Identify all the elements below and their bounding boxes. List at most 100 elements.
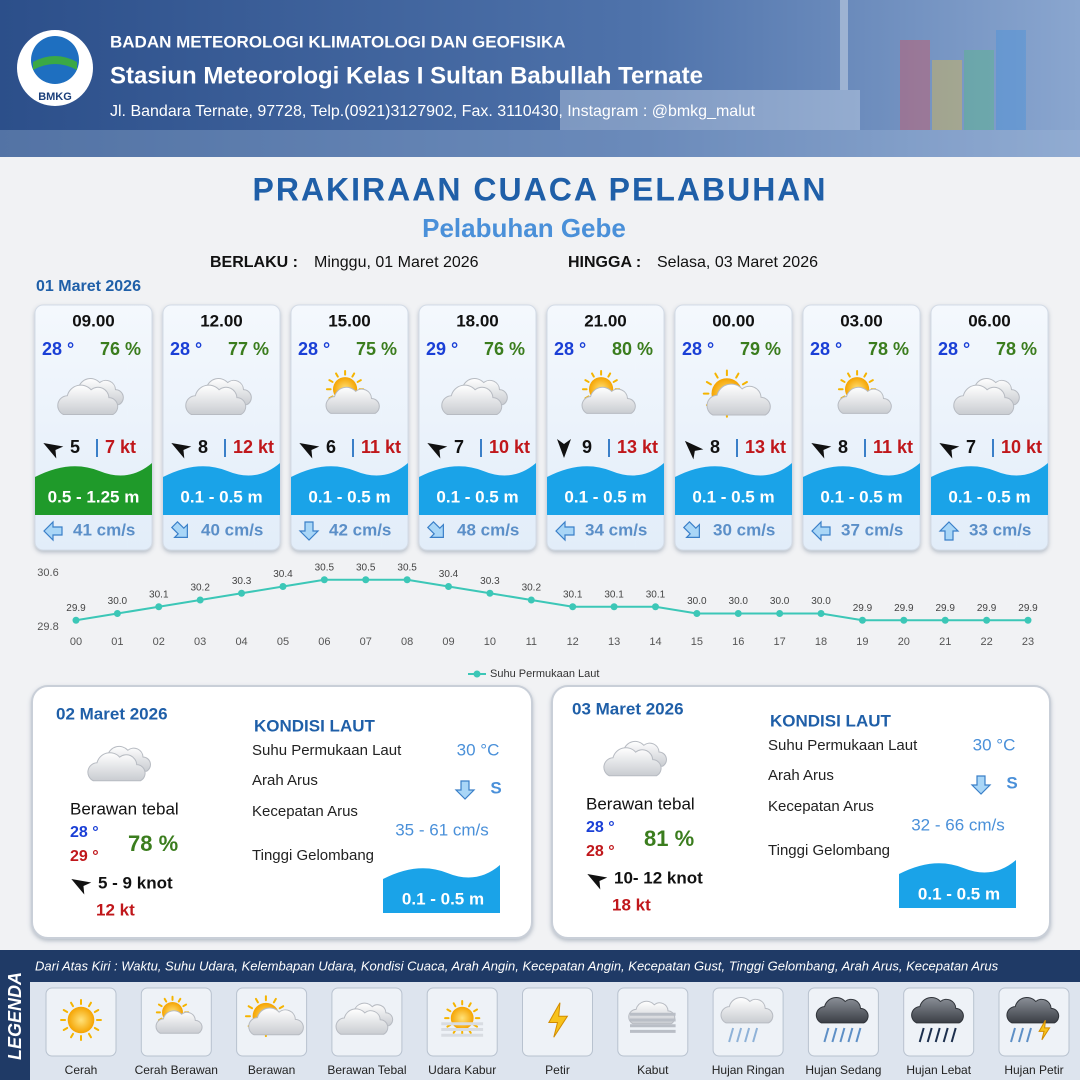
station: Stasiun Meteorologi Kelas I Sultan Babul… — [110, 62, 703, 89]
rain — [918, 1027, 925, 1043]
address: Jl. Bandara Ternate, 97728, Telp.(0921)3… — [110, 103, 756, 120]
x-tick-label: 01 — [111, 636, 123, 648]
point — [196, 596, 204, 604]
rain — [736, 1027, 743, 1043]
wave-area — [291, 463, 408, 515]
gust-speed: 13 kt — [617, 437, 658, 457]
current-speed: 37 cm/s — [841, 520, 903, 539]
valid-to-label: HINGGA : — [568, 254, 641, 271]
cloud — [953, 384, 1015, 415]
gust: 18 kt — [612, 895, 651, 914]
sea-label: Tinggi Gelombang — [768, 842, 890, 859]
air-temp: 28 ° — [554, 339, 586, 359]
sea-label: Suhu Permukaan Laut — [768, 737, 918, 754]
wind-speed: 9 — [582, 437, 592, 457]
current-speed: 42 cm/s — [329, 520, 391, 539]
valid-from: Minggu, 01 Maret 2026 — [314, 254, 479, 271]
sea-label: Kecepatan Arus — [768, 798, 874, 815]
logo-band — [33, 56, 77, 70]
x-tick-label: 06 — [318, 636, 330, 648]
weather-icon — [548, 1002, 569, 1038]
bolt — [1038, 1019, 1051, 1041]
value-label: 29.9 — [853, 603, 873, 614]
legend-item: Cerah — [65, 1063, 98, 1077]
x-tick-label: 02 — [153, 636, 165, 648]
weather-icon — [335, 1002, 394, 1035]
weather-icon — [87, 745, 151, 782]
current-arrow — [454, 780, 476, 800]
sun — [450, 1006, 474, 1030]
wave-height: 0.1 - 0.5 m — [436, 487, 518, 506]
wave-area — [383, 865, 500, 913]
cloud — [815, 997, 869, 1024]
wind-arrow — [811, 443, 832, 459]
weather-icon — [720, 997, 774, 1043]
weather-icon — [911, 997, 964, 1043]
humidity: 81 % — [644, 826, 694, 851]
weather-icon — [702, 369, 771, 418]
current-arrow — [555, 520, 575, 542]
sun-ray — [840, 379, 846, 383]
time: 12.00 — [200, 311, 243, 330]
point — [693, 610, 701, 617]
point — [155, 603, 163, 611]
weather-icon — [441, 378, 508, 415]
rain — [752, 1027, 759, 1043]
sun-ray — [741, 381, 748, 386]
current-speed: 30 cm/s — [713, 520, 775, 539]
legend-label: Suhu Permukaan Laut — [490, 668, 599, 680]
wave-height: 0.5 - 1.25 m — [48, 487, 140, 506]
cloud — [248, 1007, 304, 1036]
x-tick-label: 21 — [939, 636, 951, 648]
rain — [942, 1027, 949, 1043]
bolt — [548, 1002, 569, 1038]
wave-height: 0.1 - 0.5 m — [564, 487, 646, 506]
current-speed: 40 cm/s — [201, 520, 263, 539]
point — [320, 576, 328, 584]
time: 09.00 — [72, 311, 115, 330]
x-tick-label: 19 — [856, 636, 868, 648]
rain — [934, 1027, 941, 1043]
weather-icon — [57, 378, 124, 415]
current-arrow — [298, 521, 320, 541]
header-scenery — [0, 0, 1080, 157]
sea-title: KONDISI LAUT — [770, 711, 892, 730]
value-label: 30.1 — [604, 589, 624, 600]
cloud — [87, 752, 146, 782]
x-tick-label: 18 — [815, 636, 827, 648]
wind-speed: 7 — [966, 437, 976, 457]
value-label: 30.4 — [439, 569, 459, 580]
day-date: 02 Maret 2026 — [56, 704, 168, 723]
value-label: 30.0 — [687, 596, 707, 607]
gust-speed: 10 kt — [489, 437, 530, 457]
day-date: 03 Maret 2026 — [572, 699, 684, 718]
cloud — [706, 383, 771, 416]
x-tick-label: 22 — [980, 636, 992, 648]
wave-height: 0.1 - 0.5 m — [180, 487, 262, 506]
rain — [926, 1027, 933, 1043]
legend-item: Hujan Ringan — [712, 1063, 785, 1077]
day1-date: 01 Maret 2026 — [36, 278, 141, 295]
legend-item: Hujan Petir — [1004, 1063, 1063, 1077]
sun-ray — [351, 372, 356, 378]
wind-speed: 8 — [710, 437, 720, 457]
wave-area — [675, 463, 792, 515]
sun-ray — [157, 1003, 163, 1008]
rain — [950, 1027, 957, 1043]
sun-ray — [62, 1009, 69, 1014]
weather-icon — [603, 740, 667, 777]
sun-ray — [607, 372, 612, 378]
condition: Berawan tebal — [586, 794, 695, 813]
value-label: 30.5 — [315, 562, 335, 573]
sea-label: Arah Arus — [252, 772, 318, 789]
point — [858, 616, 866, 624]
wind-range: 10- 12 knot — [614, 868, 703, 887]
value-label: 29.9 — [1018, 603, 1038, 614]
rain — [855, 1027, 862, 1043]
wave-area — [163, 463, 280, 515]
point — [817, 610, 825, 617]
current-arrow — [170, 520, 188, 538]
time: 18.00 — [456, 311, 499, 330]
sea-label: Kecepatan Arus — [252, 803, 358, 820]
temp-max: 28 ° — [586, 843, 615, 860]
